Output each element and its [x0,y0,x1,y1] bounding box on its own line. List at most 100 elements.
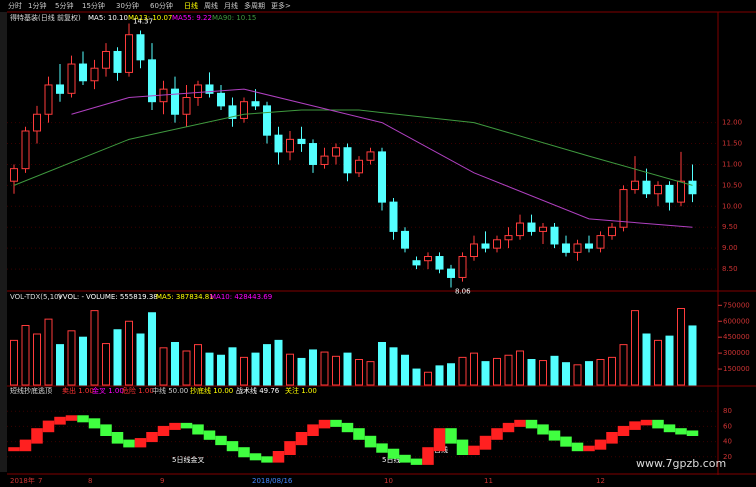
y-tick-label: 11.00 [722,160,742,168]
volume-bar [470,352,478,386]
volume-bar [493,357,501,386]
side-strip [0,12,7,472]
volume-bar [113,329,122,386]
volume-bar [148,312,156,386]
indicator-step [422,447,434,465]
indicator-step [249,453,262,461]
indicator-step [445,428,457,444]
tab[interactable]: 60分钟 [150,1,173,10]
candle-body [366,151,375,161]
volume-bar [539,360,547,386]
indicator-step [617,425,630,436]
candle-body [424,256,432,262]
volume-bar [56,344,64,386]
candle-body [389,201,398,232]
indicator-step [548,430,561,441]
candle-body [171,88,179,115]
candle-body [332,147,340,157]
x-tick-label: 2018年 [10,476,35,485]
indicator-step [261,456,273,463]
tab[interactable]: 30分钟 [116,1,139,10]
candle-body [447,268,455,278]
header: MA5: 10.10 [88,14,128,22]
volume-bar [378,342,386,386]
candle-body [263,105,271,136]
tab[interactable]: 1分钟 [28,1,46,10]
volume-bar [481,361,490,386]
volume-bar [504,354,513,386]
y-tick-label: 40 [723,438,732,446]
y-tick-label: 80 [723,407,732,415]
indicator-step [364,435,377,448]
candle-body [56,84,64,94]
y-tick-label: 60 [723,422,732,430]
indicator-step [146,432,158,443]
candle-body [33,113,41,132]
indicator-step [65,415,78,421]
volume-bar [562,362,570,386]
y-tick-label: 450000 [723,333,750,341]
candle-body [102,50,110,69]
volume-bar [401,354,409,386]
candle-body [619,189,628,228]
candle-body [642,180,651,195]
tab[interactable]: 15分钟 [82,1,105,10]
tab[interactable]: 日线 [184,1,198,10]
volume-bar [263,344,271,386]
volume-bar [665,335,674,386]
candle-body [113,50,122,73]
volume-bar [458,356,467,386]
tab[interactable]: 月线 [224,1,238,10]
candle-body [205,84,214,94]
candle-body [573,243,582,253]
indicator-step [560,436,572,447]
volume-bar [79,336,87,386]
indicator-step [399,454,411,463]
volume-bar [228,347,237,386]
volume-bar [251,352,260,386]
candle-body [10,168,18,182]
indicator-step [583,445,595,452]
candle-body [470,243,478,258]
x-tick-label: 8 [88,477,92,485]
volume-bar [182,350,191,386]
indicator-step [42,420,55,433]
candle-body [182,97,191,115]
indicator-step [192,424,204,435]
ma-line [71,88,693,228]
x-tick-label: 10 [384,477,393,485]
indicator-step [180,422,193,429]
y-tick-label: 11.50 [722,140,742,148]
volume-bar [67,330,76,386]
annotation: 5日线金叉 [172,455,204,464]
x-tick-label: 9 [160,477,164,485]
volume-bar [424,371,432,386]
tab[interactable]: 分时 [8,1,22,10]
indicator-step [594,439,607,450]
candle-body [539,226,547,232]
indicator-step [284,441,296,455]
indicator-step [238,447,250,458]
candle-body [148,59,156,103]
volume-bar [21,325,30,386]
candle-body [274,134,283,153]
indicator-step [640,419,653,426]
candle-body [343,147,352,174]
candle-body [585,243,593,249]
candle-body [677,180,685,203]
indicator-step [663,424,676,433]
tab[interactable]: 更多> [271,1,291,10]
indicator-step [514,419,526,427]
volume-bar [412,368,421,386]
volume-bar [102,343,110,386]
indicator-step [318,419,331,429]
y-tick-label: 8.50 [722,265,738,273]
volume-bar [642,333,651,386]
tab[interactable]: 周线 [204,1,218,10]
header: MA5: 387834.81 [156,293,214,301]
volume-bar [286,353,294,386]
volume-bar [309,349,317,386]
tab[interactable]: 多周期 [244,1,265,10]
indicator-step [571,442,584,452]
tab[interactable]: 5分钟 [55,1,73,10]
